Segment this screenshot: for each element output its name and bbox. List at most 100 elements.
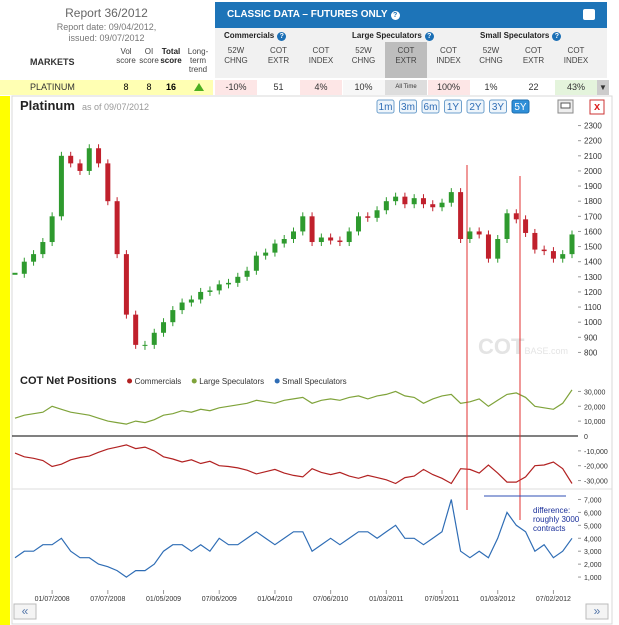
candle [523, 219, 529, 233]
sub-header: 52W CHNG [351, 46, 376, 65]
data-cell: 10% [342, 80, 385, 95]
candle [12, 272, 18, 275]
range-label[interactable]: 2Y [469, 102, 482, 113]
range-label[interactable]: 5Y [514, 102, 527, 113]
candle [68, 155, 74, 164]
series-line [14, 389, 573, 425]
range-box[interactable] [421, 99, 440, 114]
range-button[interactable]: 6m [421, 99, 440, 114]
range-box[interactable] [376, 99, 395, 114]
y-tick-label: -20,000 [584, 464, 608, 471]
y-tick-label: 1100 [584, 303, 602, 312]
print-icon[interactable] [583, 9, 595, 20]
range-box[interactable] [466, 99, 485, 114]
range-box[interactable] [399, 99, 417, 114]
range-button[interactable]: 2Y [466, 99, 485, 114]
candle [383, 201, 389, 211]
candle [439, 202, 445, 208]
candle [346, 231, 352, 243]
y-tick-label: 2000 [584, 167, 602, 176]
legend-swatch [191, 378, 197, 384]
help-icon[interactable]: ? [277, 32, 287, 41]
score: 8 [123, 82, 129, 92]
candle [458, 192, 464, 239]
market-name[interactable]: PLATINUM [30, 82, 75, 92]
group-label: Commercials [224, 31, 275, 40]
range-label[interactable]: 1Y [447, 102, 460, 113]
prev-label[interactable]: « [22, 604, 29, 618]
range-box[interactable] [444, 99, 462, 114]
close-button[interactable]: x [589, 99, 605, 115]
candle [105, 163, 111, 202]
x-tick-label: 01/04/2010 [257, 596, 292, 603]
y-tick-label: 2300 [584, 122, 602, 131]
as-of: as of 09/07/2012 [82, 102, 149, 112]
close-label[interactable]: x [594, 101, 601, 113]
candle [393, 196, 399, 202]
candle [402, 196, 408, 205]
y2-tick-label: 2,000 [584, 562, 602, 569]
candle [86, 148, 92, 171]
candle [58, 155, 64, 217]
sub-header: COT EXTR [522, 46, 545, 65]
banner-text: CLASSIC DATA – FUTURES ONLY [227, 9, 388, 20]
y-tick-label: 20,000 [584, 404, 606, 411]
x-tick-label: 07/06/2010 [313, 596, 348, 603]
help-icon[interactable]: ? [424, 32, 434, 41]
range-button[interactable]: 5Y [511, 99, 530, 114]
sub-header: COT EXTR [395, 46, 417, 65]
group-header: Small Speculators? [480, 31, 562, 41]
range-button[interactable]: 3m [399, 99, 417, 114]
candle [170, 310, 176, 323]
sub-header: COT INDEX [563, 46, 589, 65]
series-line [14, 444, 573, 485]
data-cell: 43% [555, 80, 597, 95]
col-header: Vol score [116, 47, 136, 65]
range-box[interactable] [489, 99, 507, 114]
dropdown[interactable]: ▼ [597, 80, 609, 95]
candle [374, 210, 380, 218]
range-button[interactable]: 3Y [489, 99, 507, 114]
candle [337, 240, 343, 243]
range-button[interactable]: 1m [376, 99, 395, 114]
range-label[interactable]: 6m [424, 102, 438, 113]
y-tick-label: 1200 [584, 288, 602, 297]
candle [161, 322, 167, 333]
legend-swatch [127, 378, 133, 384]
y-tick-label: 2100 [584, 152, 602, 161]
help-icon[interactable]: ? [390, 11, 400, 20]
range-label[interactable]: 1m [379, 102, 393, 113]
group-label: Large Speculators [352, 31, 422, 40]
print-button[interactable] [557, 99, 574, 114]
candle [420, 198, 426, 205]
range-button[interactable]: 1Y [444, 99, 462, 114]
range-label[interactable]: 3Y [492, 102, 505, 113]
next-label[interactable]: » [594, 604, 601, 618]
y-tick-label: 800 [584, 348, 598, 357]
col-header: OI score [139, 47, 159, 65]
banner: CLASSIC DATA – FUTURES ONLY? [215, 2, 607, 28]
candle [355, 216, 361, 232]
candle [226, 282, 232, 285]
y2-tick-label: 4,000 [584, 536, 602, 543]
range-box[interactable] [511, 99, 530, 114]
annotation: difference: [533, 506, 570, 515]
candle [188, 299, 194, 303]
sub-header: 52W CHNG [224, 46, 248, 65]
x-tick-label: 01/03/2011 [369, 596, 404, 603]
data-cell: 4% [300, 80, 342, 95]
x-tick-label: 01/05/2009 [146, 596, 181, 603]
row-header[interactable]: PLATINUM 8 8 16 [0, 80, 213, 95]
score: 8 [146, 82, 152, 92]
report-title: Report 36/2012 [65, 6, 148, 20]
range-label[interactable]: 3m [401, 102, 415, 113]
next-button[interactable] [585, 603, 609, 620]
y-tick-label: 2200 [584, 137, 602, 146]
candle [49, 216, 55, 243]
candle [151, 332, 157, 345]
help-icon[interactable]: ? [552, 32, 562, 41]
data-cell: 51 [257, 80, 300, 95]
candle [569, 234, 575, 255]
candle [198, 291, 204, 300]
prev-button[interactable] [13, 603, 37, 620]
